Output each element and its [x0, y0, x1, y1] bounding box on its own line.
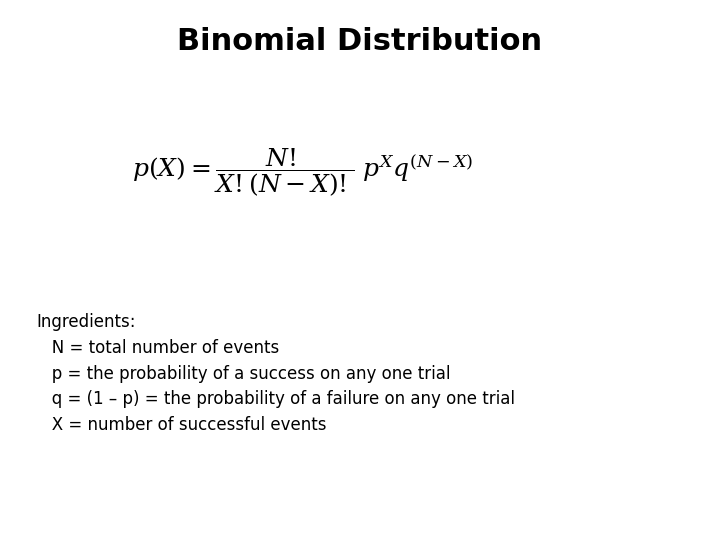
Text: Binomial Distribution: Binomial Distribution [177, 27, 543, 56]
Text: $p(X) = \dfrac{N!}{X!(N-X)!}\; p^{X} q^{(N-X)}$: $p(X) = \dfrac{N!}{X!(N-X)!}\; p^{X} q^{… [132, 146, 473, 199]
Text: Ingredients:
   N = total number of events
   p = the probability of a success o: Ingredients: N = total number of events … [36, 313, 515, 434]
